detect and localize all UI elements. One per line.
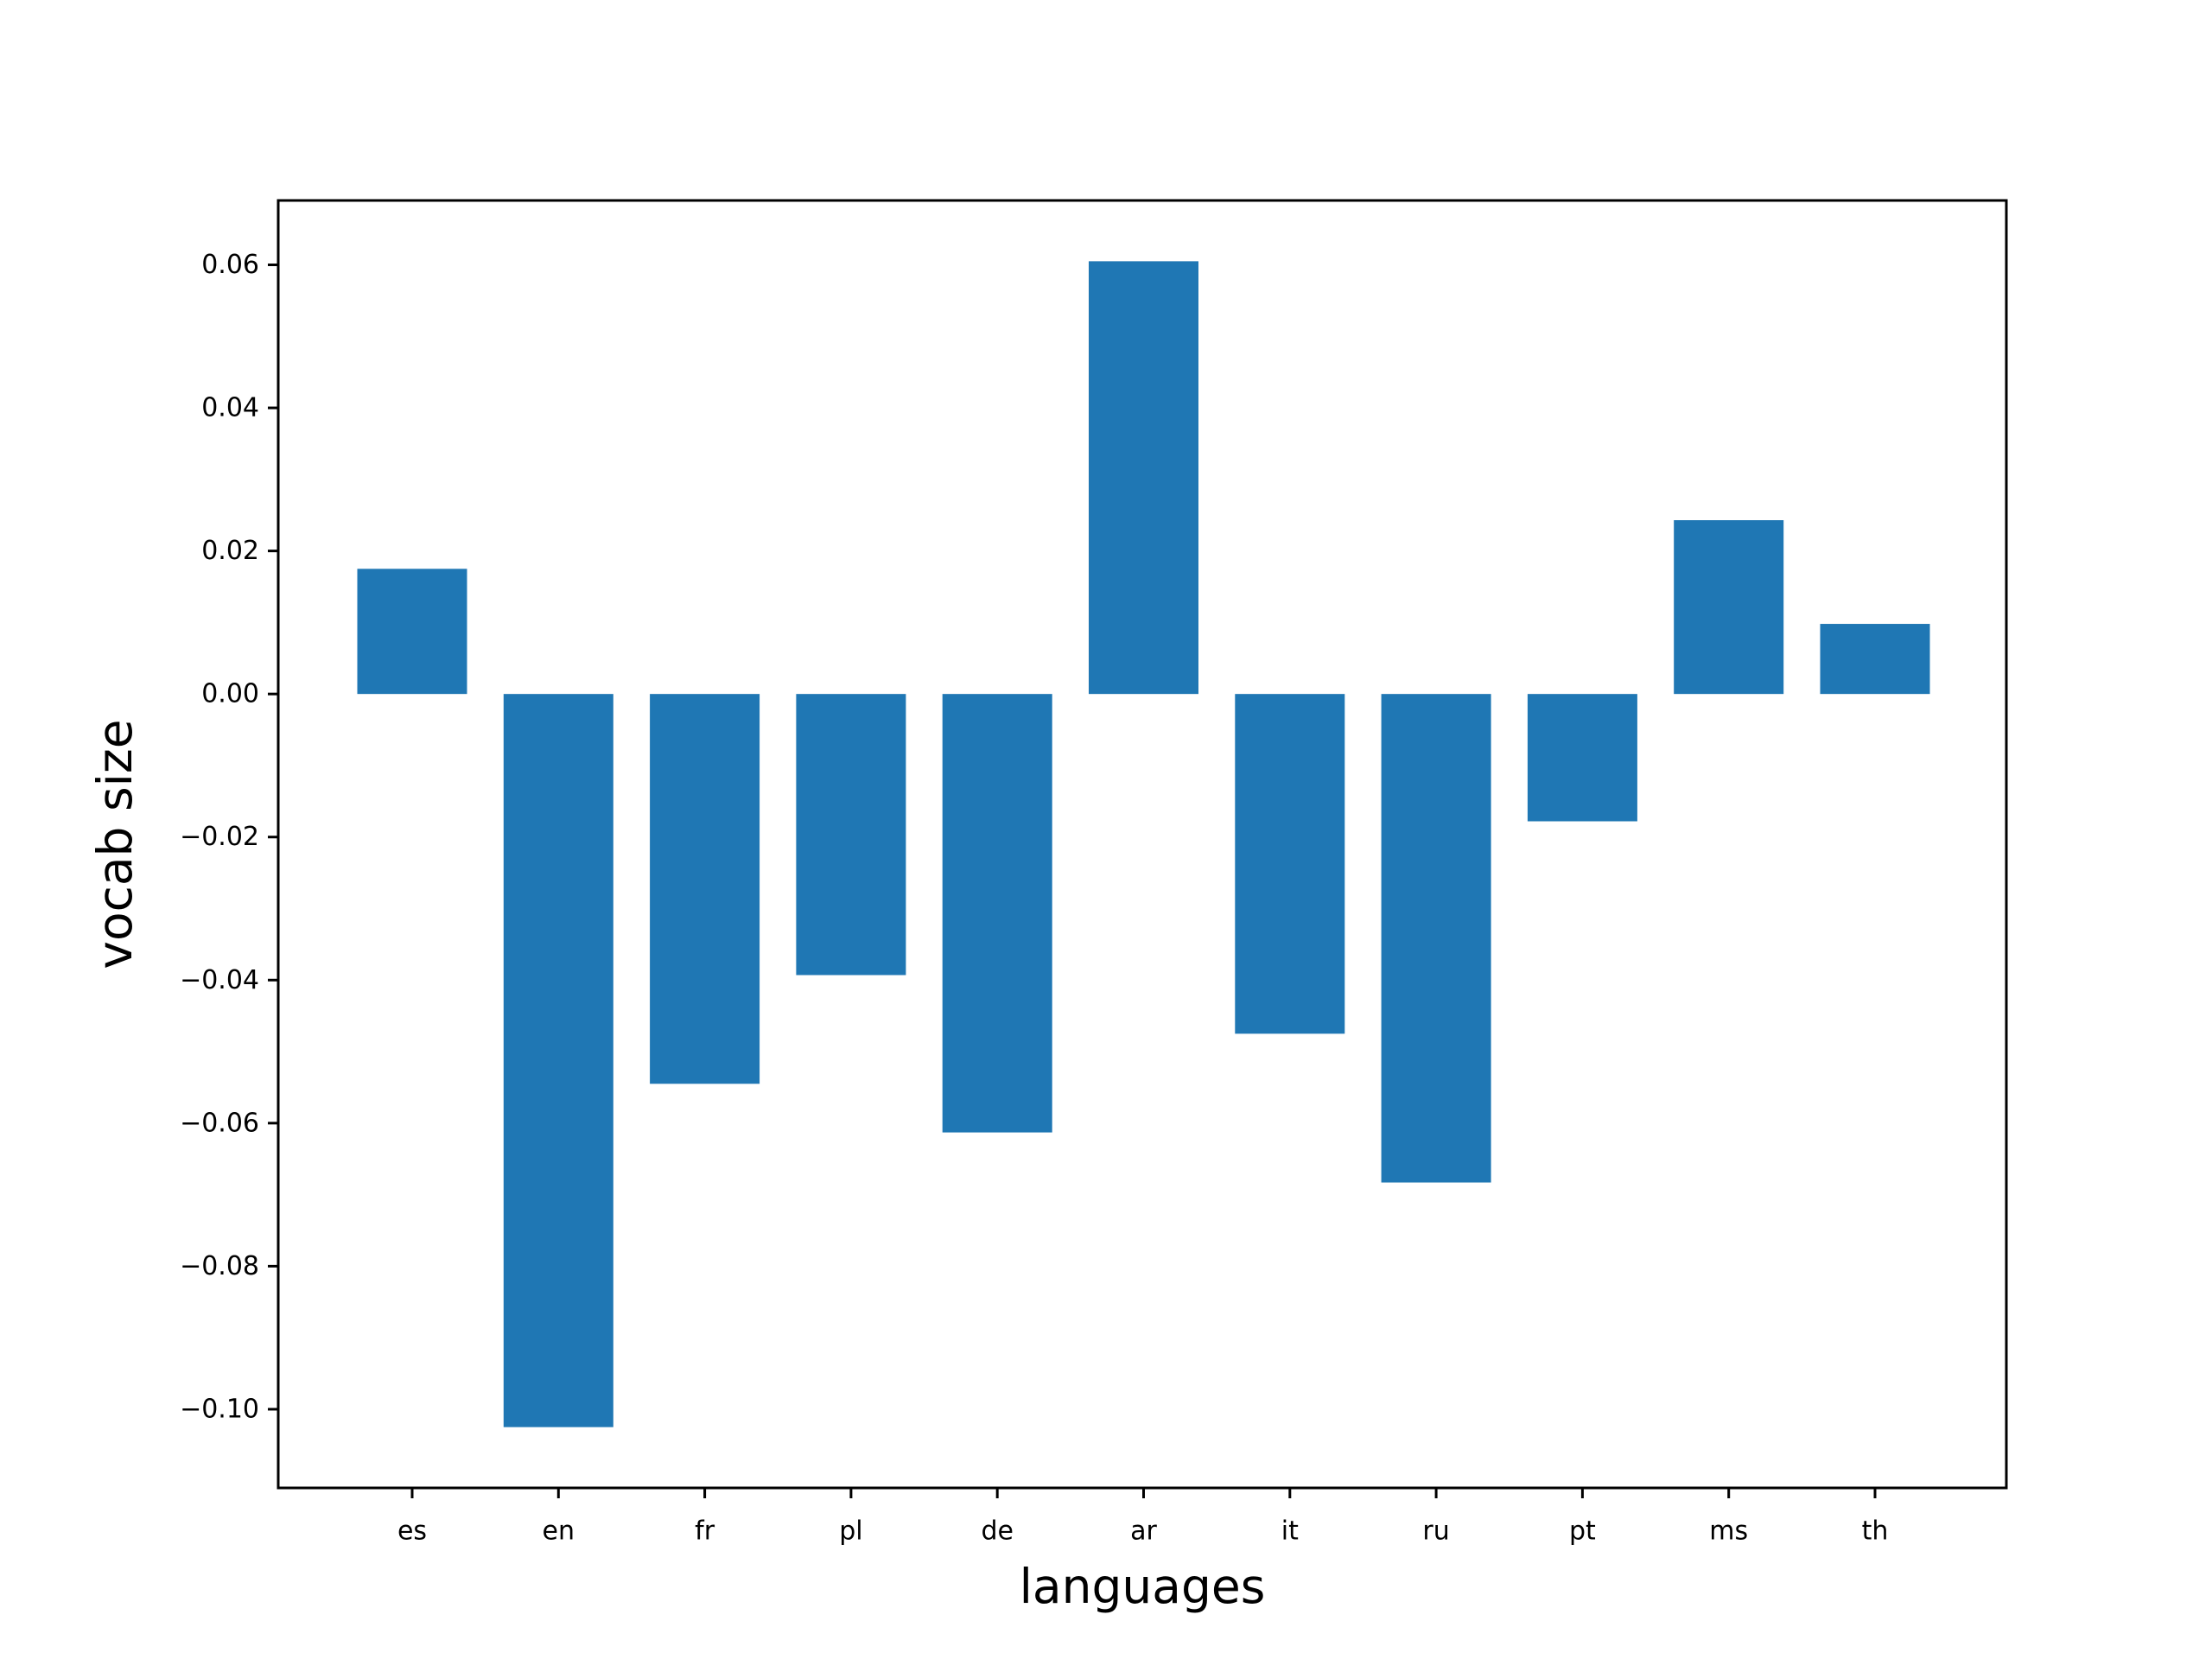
bars-group [357, 261, 1930, 1427]
x-tick-label-pl: pl [839, 1516, 862, 1547]
x-tick-label-th: th [1862, 1516, 1889, 1547]
x-axis-ticks: es en fr pl de ar it ru pt ms th [397, 1488, 1888, 1547]
x-tick-label-fr: fr [695, 1516, 715, 1547]
x-tick-label-en: en [543, 1516, 575, 1547]
x-tick-label-ms: ms [1709, 1516, 1748, 1547]
bar-pt [1527, 694, 1637, 822]
bar-en [503, 694, 613, 1427]
y-tick-label: 0.02 [201, 536, 259, 566]
y-axis-label: vocab size [87, 719, 143, 969]
x-tick-label-de: de [981, 1516, 1014, 1547]
y-tick-label: 0.00 [201, 679, 259, 709]
y-tick-label: −0.04 [180, 965, 259, 995]
y-tick-label: −0.10 [180, 1394, 259, 1424]
y-tick-label: −0.06 [180, 1108, 259, 1138]
x-tick-label-ru: ru [1422, 1516, 1449, 1547]
bar-pl [796, 694, 906, 976]
x-tick-label-ar: ar [1130, 1516, 1157, 1547]
x-tick-label-it: it [1281, 1516, 1299, 1547]
y-tick-label: 0.06 [201, 250, 259, 280]
bar-de [942, 694, 1052, 1133]
bar-es [357, 569, 467, 695]
y-tick-label: −0.02 [180, 822, 259, 852]
x-tick-label-es: es [397, 1516, 427, 1547]
bar-ru [1381, 694, 1491, 1183]
bar-ar [1089, 261, 1198, 695]
y-tick-label: 0.04 [201, 393, 259, 423]
x-axis-label: languages [1020, 1559, 1266, 1614]
y-tick-label: −0.08 [180, 1251, 259, 1281]
bar-ms [1674, 520, 1784, 695]
x-tick-label-pt: pt [1569, 1516, 1596, 1547]
bar-th [1820, 624, 1930, 695]
bar-it [1235, 694, 1345, 1034]
plot-frame [276, 199, 2008, 1490]
y-axis-ticks: 0.06 0.04 0.02 0.00 −0.02 −0.04 −0.06 −0.08 −0.1… [180, 250, 278, 1424]
bar-fr [650, 694, 760, 1084]
